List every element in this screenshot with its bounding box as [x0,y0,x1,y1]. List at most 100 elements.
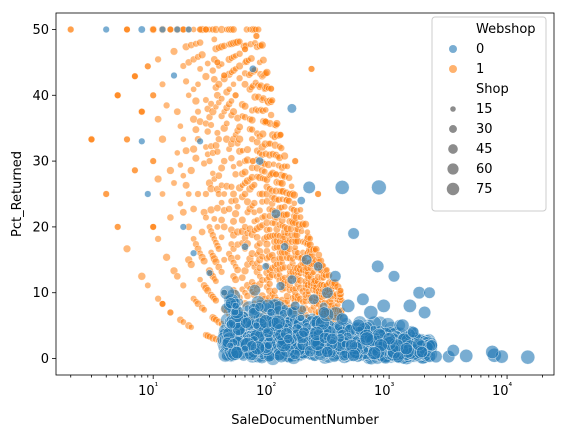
cloud-point-webshop-1 [220,223,229,231]
cloud-point-webshop-1 [198,228,206,236]
data-point-webshop-0 [255,156,264,166]
y-tick-label: 0 [41,352,49,367]
data-point-webshop-0 [313,261,323,272]
data-point-webshop-0 [264,341,273,350]
cloud-point-webshop-1 [166,213,175,222]
cloud-point-webshop-1 [209,170,216,177]
cloud-point-webshop-1 [210,75,219,84]
data-point-webshop-0 [412,286,426,300]
cloud-point-webshop-1 [207,100,215,108]
cloud-point-webshop-0 [226,319,237,330]
data-point-webshop-0 [185,25,193,34]
x-axis-label: SaleDocumentNumber [231,413,379,428]
cloud-point-webshop-1 [225,205,233,213]
cloud-point-webshop-1 [283,163,291,170]
cloud-point-webshop-1 [213,204,222,212]
data-point-webshop-0 [286,274,297,285]
cloud-point-webshop-1 [180,135,187,143]
data-point-webshop-0 [329,270,342,283]
legend-size-marker [449,125,457,133]
data-point-webshop-0 [286,103,297,114]
cloud-point-webshop-1 [218,234,225,241]
cloud-point-webshop-1 [283,210,291,218]
cloud-point-webshop-1 [190,86,197,93]
cloud-point-webshop-1 [179,208,188,217]
y-tick-label: 50 [32,23,49,38]
data-point-webshop-1 [138,108,146,116]
cloud-point-webshop-1 [234,253,241,261]
data-point-webshop-0 [144,190,152,198]
cloud-point-webshop-0 [262,326,274,339]
data-point-webshop-1 [87,135,96,143]
cloud-point-webshop-1 [213,148,222,156]
cloud-point-webshop-1 [210,36,218,43]
data-point-webshop-0 [335,312,349,326]
cloud-point-webshop-1 [177,122,184,130]
data-point-webshop-1 [166,25,174,34]
data-point-webshop-0 [326,332,339,345]
cloud-point-webshop-1 [220,157,228,165]
data-point-webshop-0 [363,305,379,320]
data-point-webshop-1 [149,91,157,99]
cloud-point-webshop-1 [173,272,182,281]
cloud-point-webshop-1 [200,306,208,314]
data-point-webshop-0 [351,318,366,333]
data-point-webshop-1 [166,308,174,317]
legend: Webshop 0 1 Shop 15 30 45 60 75 [431,16,547,212]
cloud-point-webshop-1 [154,115,162,124]
cloud-point-webshop-1 [202,190,210,198]
cloud-point-webshop-1 [196,38,204,47]
cloud-point-webshop-1 [194,190,202,198]
cloud-point-webshop-1 [215,245,223,253]
cloud-point-webshop-1 [241,190,249,198]
data-point-webshop-1 [67,25,75,34]
data-point-webshop-0 [376,299,391,313]
cloud-point-webshop-1 [227,183,235,191]
cloud-point-webshop-1 [209,66,217,75]
cloud-point-webshop-1 [179,281,187,289]
data-point-webshop-0 [399,342,413,356]
cloud-point-webshop-1 [256,206,264,215]
x-tick-label: 10² [256,382,277,399]
data-point-webshop-0 [392,351,405,364]
cloud-point-webshop-1 [235,50,244,58]
data-point-webshop-1 [123,135,131,143]
plot-frame [55,12,555,376]
cloud-point-webshop-1 [185,92,192,99]
cloud-point-webshop-1 [231,275,240,284]
cloud-point-webshop-1 [241,80,249,89]
cloud-point-webshop-1 [174,149,181,157]
cloud-point-webshop-1 [218,199,225,207]
data-point-webshop-0 [290,300,301,311]
data-point-webshop-1 [149,25,157,34]
data-point-webshop-0 [241,344,249,353]
cloud-point-webshop-1 [182,181,191,190]
data-point-webshop-0 [423,286,436,299]
cloud-point-webshop-1 [254,26,262,33]
cloud-point-webshop-1 [231,170,240,178]
cloud-point-webshop-1 [144,282,152,289]
data-point-webshop-1 [131,72,139,80]
data-point-webshop-0 [446,344,460,358]
legend-hue-label: 1 [476,62,484,77]
cloud-point-webshop-1 [214,80,223,89]
cloud-point-webshop-1 [177,200,184,207]
cloud-point-webshop-1 [262,106,269,114]
cloud-point-webshop-1 [210,215,218,223]
cloud-point-webshop-1 [159,190,166,198]
cloud-point-webshop-1 [315,251,323,259]
cloud-point-webshop-0 [254,302,265,312]
data-point-webshop-0 [459,349,474,363]
data-point-webshop-0 [226,341,234,349]
cloud-point-webshop-1 [185,190,193,198]
x-axis-ticks: 10¹ 10² 10³ 10⁴ [70,375,543,399]
data-point-webshop-0 [347,348,361,362]
cloud-point-webshop-1 [154,174,163,184]
cloud-point-webshop-1 [204,127,212,136]
data-point-webshop-1 [149,157,157,165]
cloud-point-webshop-1 [173,107,182,116]
data-point-webshop-1 [314,190,322,198]
cloud-point-webshop-1 [262,68,271,77]
data-point-webshop-0 [297,196,306,205]
data-point-webshop-0 [275,281,286,291]
